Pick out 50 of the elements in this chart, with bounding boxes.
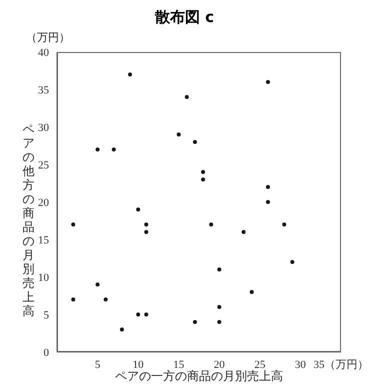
x-tick-label: 25 <box>254 358 266 371</box>
point <box>176 132 181 136</box>
x-tick-label: 5 <box>94 358 101 371</box>
point <box>112 148 116 152</box>
point <box>201 178 206 182</box>
point <box>217 268 222 272</box>
point <box>184 95 189 99</box>
point <box>144 312 148 316</box>
point <box>96 148 100 152</box>
y-tick-label: 10 <box>38 272 50 284</box>
point <box>96 282 100 286</box>
point <box>71 298 76 302</box>
text: （万円） <box>26 31 70 45</box>
point <box>71 222 76 226</box>
point <box>201 170 206 174</box>
point <box>136 208 140 212</box>
point <box>128 72 132 76</box>
x-tick-label: 10 <box>132 358 144 371</box>
y-tick-label: 25 <box>38 159 50 172</box>
y-tick-label: 0 <box>44 346 50 359</box>
x-axis-title: ペアの一方の商品の月別売上高 <box>115 369 283 383</box>
point <box>266 200 270 204</box>
y-tick-label: 30 <box>38 122 50 134</box>
chart-title: 散布図 c <box>154 8 216 27</box>
point <box>120 328 124 332</box>
point <box>144 230 148 234</box>
point <box>217 320 222 324</box>
x-tick-label: 30 <box>294 358 306 371</box>
point <box>266 80 270 84</box>
point <box>209 222 214 226</box>
point <box>192 320 197 324</box>
point <box>242 230 246 234</box>
text: ペアの他方の商品の月別売上高 <box>22 122 34 318</box>
y-tick-label: 15 <box>38 234 50 246</box>
point <box>136 312 140 316</box>
point <box>104 298 108 302</box>
point <box>217 305 222 309</box>
point <box>144 222 148 226</box>
y-tick-label: 40 <box>38 46 50 59</box>
x-tick-label: 20 <box>214 358 226 371</box>
point <box>266 185 270 189</box>
x-tick-label: 15 <box>173 358 185 371</box>
point <box>290 260 294 264</box>
point <box>192 140 197 144</box>
x-tick-label: 35（万円） <box>314 358 368 371</box>
y-tick-label: 5 <box>44 309 50 322</box>
point <box>250 290 254 294</box>
y-tick-label: 20 <box>38 196 50 209</box>
y-tick-label: 35 <box>38 84 50 96</box>
point <box>282 222 286 226</box>
